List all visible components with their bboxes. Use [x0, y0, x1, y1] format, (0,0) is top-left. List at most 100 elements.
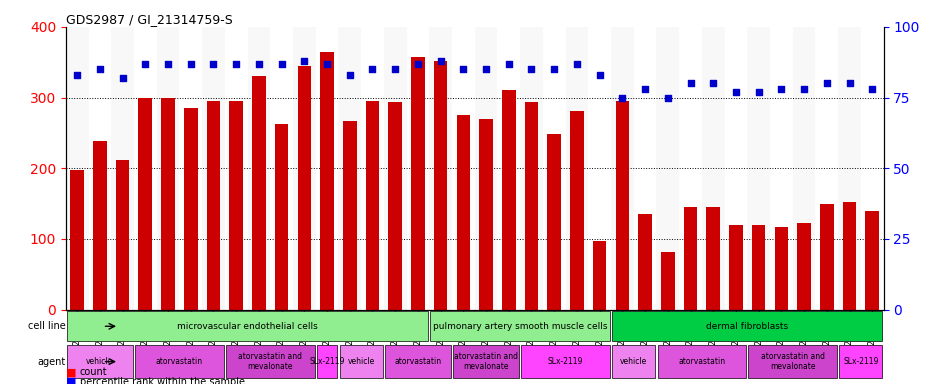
Bar [138, 98, 152, 310]
Text: atorvastatin and
mevalonate: atorvastatin and mevalonate [760, 352, 824, 371]
Point [365, 66, 380, 72]
Text: vehicle: vehicle [348, 357, 375, 366]
Text: pulmonary artery smooth muscle cells: pulmonary artery smooth muscle cells [433, 322, 607, 331]
FancyBboxPatch shape [67, 345, 133, 378]
Bar [497, 27, 520, 310]
Point [274, 61, 290, 67]
Point [411, 61, 426, 67]
Bar [274, 124, 289, 310]
Bar [343, 121, 356, 310]
FancyBboxPatch shape [522, 345, 610, 378]
Bar [271, 27, 293, 310]
Bar [66, 27, 88, 310]
Bar [752, 225, 765, 310]
Point [570, 61, 585, 67]
Bar [384, 27, 406, 310]
Text: SLx-2119: SLx-2119 [548, 357, 583, 366]
Bar [661, 252, 675, 310]
Text: vehicle: vehicle [620, 357, 648, 366]
Bar [842, 202, 856, 310]
Bar [321, 51, 334, 310]
Bar [520, 27, 543, 310]
Point [138, 61, 153, 67]
Text: SLx-2119: SLx-2119 [843, 357, 879, 366]
Bar [184, 108, 197, 310]
Point [206, 61, 221, 67]
FancyBboxPatch shape [226, 345, 315, 378]
Point [547, 66, 562, 72]
FancyBboxPatch shape [317, 345, 337, 378]
FancyBboxPatch shape [839, 345, 883, 378]
Bar [430, 27, 452, 310]
Point [592, 72, 607, 78]
Text: agent: agent [38, 357, 66, 367]
Bar [566, 27, 588, 310]
Text: ■: ■ [66, 377, 76, 384]
Bar [207, 101, 220, 310]
Text: atorvastatin: atorvastatin [156, 357, 203, 366]
Bar [388, 103, 402, 310]
FancyBboxPatch shape [385, 345, 451, 378]
Bar [229, 101, 243, 310]
Text: GDS2987 / GI_21314759-S: GDS2987 / GI_21314759-S [66, 13, 232, 26]
Point [820, 80, 835, 86]
FancyBboxPatch shape [453, 345, 519, 378]
Bar [88, 27, 111, 310]
Text: atorvastatin and
mevalonate: atorvastatin and mevalonate [238, 352, 303, 371]
FancyBboxPatch shape [658, 345, 746, 378]
Bar [297, 66, 311, 310]
Bar [93, 141, 107, 310]
Point [387, 66, 402, 72]
Bar [838, 27, 861, 310]
Point [524, 66, 539, 72]
Point [660, 94, 675, 101]
FancyBboxPatch shape [748, 345, 837, 378]
Point [728, 89, 744, 95]
Bar [361, 27, 384, 310]
Point [342, 72, 357, 78]
Bar [725, 27, 747, 310]
Point [183, 61, 198, 67]
Text: vehicle: vehicle [86, 357, 114, 366]
Point [637, 86, 652, 92]
FancyBboxPatch shape [339, 345, 383, 378]
Bar [457, 115, 470, 310]
Point [70, 72, 85, 78]
Point [228, 61, 243, 67]
Bar [316, 27, 338, 310]
Point [615, 94, 630, 101]
Point [115, 74, 130, 81]
Text: cell line: cell line [28, 321, 66, 331]
Text: microvascular endothelial cells: microvascular endothelial cells [177, 322, 318, 331]
Point [706, 80, 721, 86]
Bar [202, 27, 225, 310]
Bar [157, 27, 180, 310]
Point [251, 61, 266, 67]
Text: SLx-2119: SLx-2119 [309, 357, 345, 366]
Bar [593, 241, 606, 310]
Point [478, 66, 494, 72]
Bar [747, 27, 770, 310]
Text: count: count [80, 367, 107, 377]
Bar [770, 27, 792, 310]
Bar [638, 214, 651, 310]
Point [842, 80, 857, 86]
Bar [479, 119, 493, 310]
Point [161, 61, 176, 67]
Bar [706, 207, 720, 310]
Bar [111, 27, 134, 310]
Point [751, 89, 766, 95]
Bar [820, 204, 834, 310]
Bar [293, 27, 316, 310]
Point [297, 58, 312, 64]
Bar [588, 27, 611, 310]
Bar [525, 103, 539, 310]
Bar [475, 27, 497, 310]
Point [683, 80, 698, 86]
Bar [434, 61, 447, 310]
Bar [616, 101, 629, 310]
Bar [180, 27, 202, 310]
Point [501, 61, 516, 67]
Text: atorvastatin: atorvastatin [679, 357, 726, 366]
FancyBboxPatch shape [67, 311, 428, 341]
